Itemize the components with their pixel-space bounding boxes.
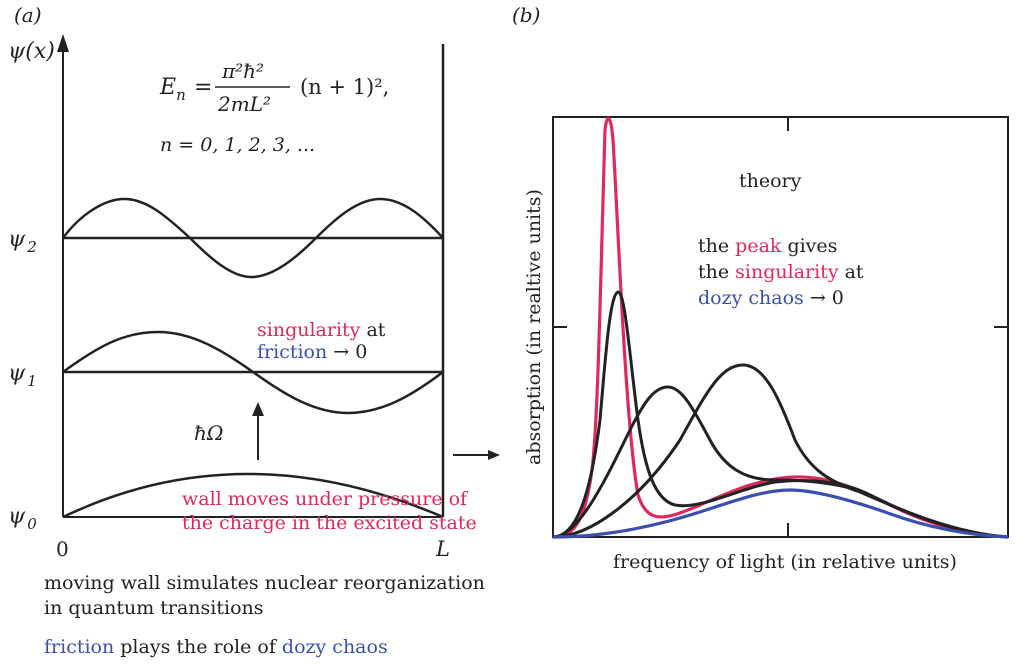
svg-text:2mL²: 2mL² <box>217 92 271 116</box>
psi-axis-arrow-icon <box>57 34 69 52</box>
panel-a-label: (a) <box>14 3 42 27</box>
psi-axis-label: ψ(x) <box>8 39 55 64</box>
caption: moving wall simulates nuclear reorganiza… <box>44 572 485 658</box>
wavefunction-psi-0 <box>62 472 444 519</box>
energy-formula: En = π²ħ² 2mL² (n + 1)², <box>159 59 389 116</box>
absorption-curves <box>552 117 1009 539</box>
svg-text:En: En <box>159 75 186 104</box>
wall-note: wall moves under pressure of the charge … <box>182 488 477 534</box>
series-black-3 <box>552 363 1009 539</box>
chart-title: theory <box>739 170 802 192</box>
n-values: n = 0, 1, 2, 3, ... <box>160 134 315 156</box>
panel-b-label: (b) <box>512 3 540 27</box>
x-start-label: 0 <box>56 537 69 561</box>
series-black-2 <box>552 385 1009 539</box>
singularity-note: singularity at friction → 0 <box>257 319 386 363</box>
x-end-label: L <box>435 537 450 561</box>
transition-label: ħΩ <box>194 421 223 445</box>
wavefunction-psi-2 <box>61 197 444 279</box>
connector-arrow-icon <box>488 450 500 460</box>
y-axis-label: absorption (in realtive units) <box>523 189 545 465</box>
transition-arrow-icon <box>252 402 264 416</box>
wavefunction-psi-1 <box>62 330 444 415</box>
peak-note: the peak gives the singularity at dozy c… <box>698 235 864 309</box>
x-axis-label: frequency of light (in relative units) <box>613 551 957 573</box>
svg-text:(n + 1)²,: (n + 1)², <box>300 75 389 99</box>
series-blue <box>552 488 1009 539</box>
series-black-1 <box>552 290 1009 539</box>
svg-text:π²ħ²: π²ħ² <box>221 59 264 83</box>
svg-text:=: = <box>194 75 212 100</box>
